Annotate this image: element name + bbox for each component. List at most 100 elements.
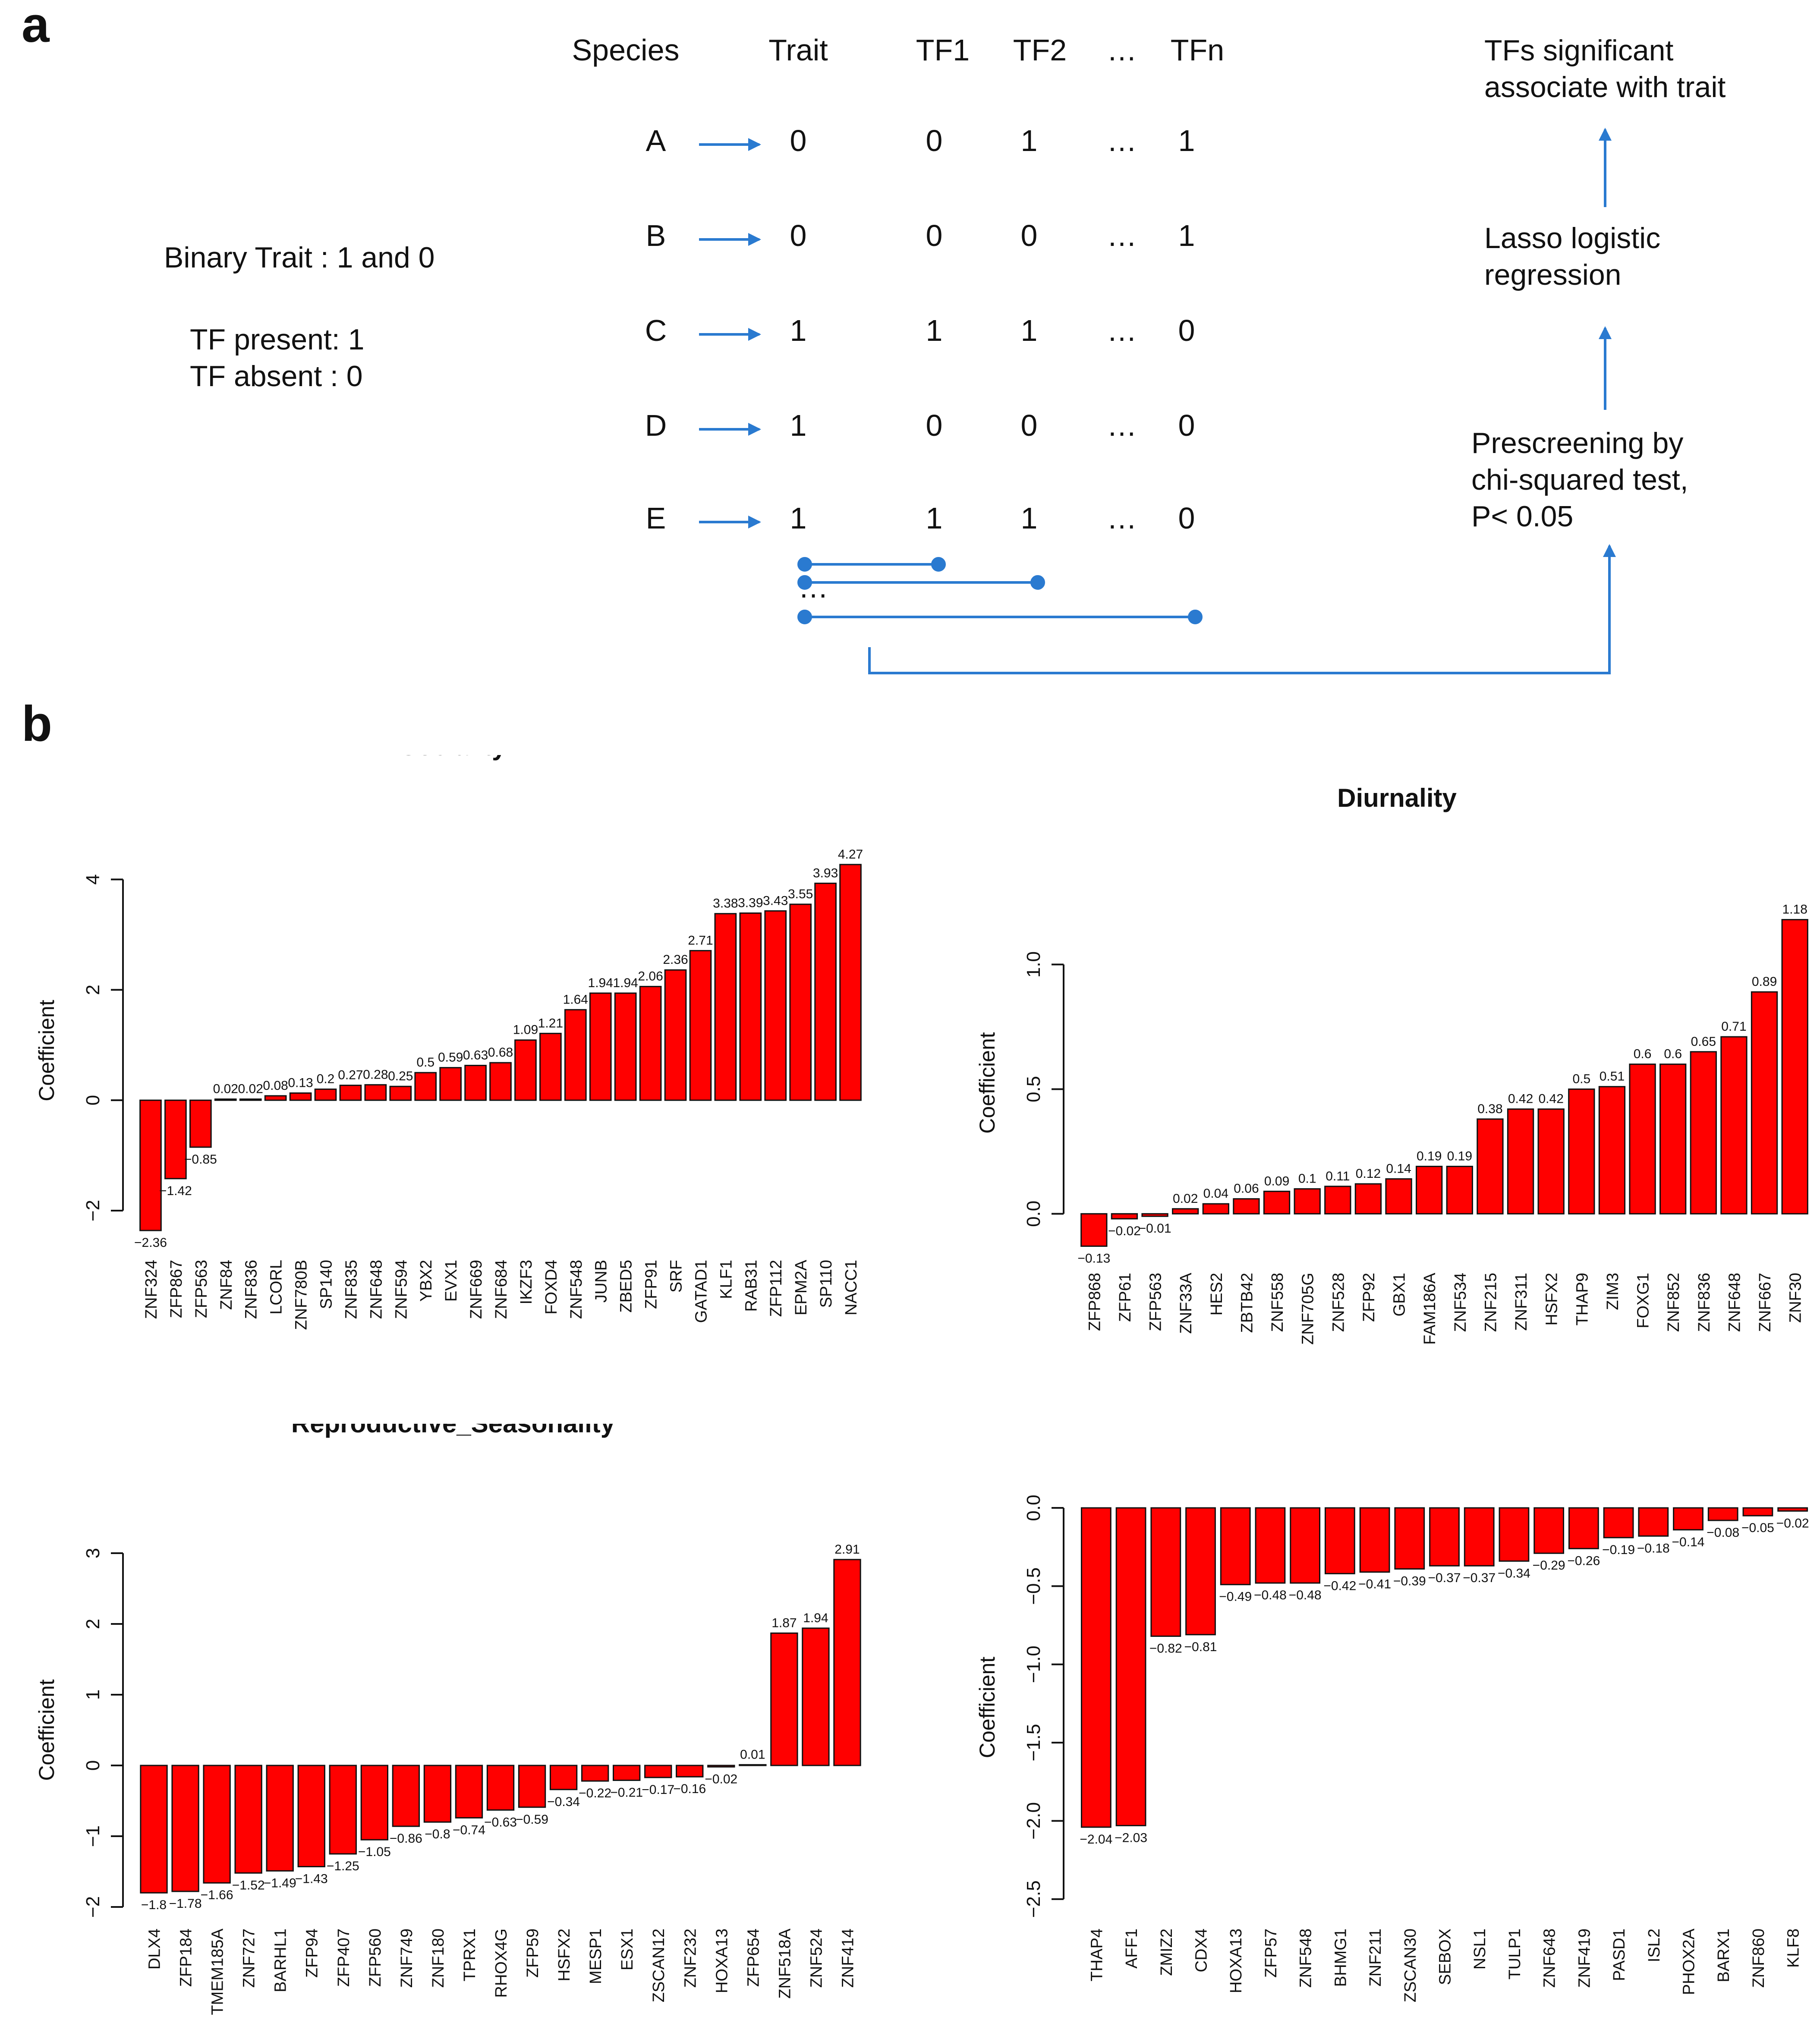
bar xyxy=(414,1072,437,1101)
x-tick-label: ZMIZ2 xyxy=(1158,1929,1176,1976)
bar xyxy=(1080,1213,1108,1247)
x-tick-label: YBX2 xyxy=(417,1260,435,1302)
bar xyxy=(1185,1507,1216,1636)
x-tick-label: ZNF684 xyxy=(492,1260,510,1319)
y-tick-label: 0.0 xyxy=(1023,1495,1044,1521)
bar xyxy=(1324,1507,1355,1574)
y-tick-label: −1 xyxy=(82,1825,104,1847)
x-tick-label: ZNF524 xyxy=(807,1929,825,1988)
data-label: 3.93 xyxy=(813,866,838,880)
data-label: −0.16 xyxy=(673,1782,706,1796)
data-label: −0.74 xyxy=(453,1823,485,1837)
x-tick-label: ZNF558 xyxy=(1269,1273,1287,1332)
connector-ellipsis: … xyxy=(798,570,828,604)
data-label: 0.28 xyxy=(363,1067,388,1082)
bar xyxy=(455,1765,483,1819)
x-tick-label: NSL1 xyxy=(1471,1929,1489,1970)
data-label: −0.39 xyxy=(1393,1574,1426,1588)
bar xyxy=(1777,1507,1808,1512)
data-label: −0.34 xyxy=(1498,1566,1530,1580)
connector-dot xyxy=(931,557,946,572)
x-tick-label: BARX1 xyxy=(1715,1929,1733,1982)
bar xyxy=(1507,1108,1534,1215)
step-line: associate with trait xyxy=(1484,71,1726,104)
data-label: 0.63 xyxy=(463,1048,488,1063)
bar xyxy=(289,1092,312,1101)
x-tick-label: RAB31 xyxy=(742,1260,760,1312)
bar xyxy=(1781,919,1808,1215)
x-tick-label: ZNF518A xyxy=(776,1928,794,1998)
cell-tfn: 1 xyxy=(1178,124,1195,157)
bar xyxy=(789,903,812,1101)
data-label: −0.18 xyxy=(1637,1541,1670,1555)
x-tick-label: ZNF749 xyxy=(398,1929,416,1988)
bar xyxy=(1629,1063,1656,1215)
bar xyxy=(314,1089,337,1101)
data-label: 0.25 xyxy=(388,1069,413,1083)
step-line: Lasso logistic xyxy=(1484,222,1660,255)
data-label: 0.68 xyxy=(488,1045,513,1060)
x-tick-label: EPM2A xyxy=(792,1259,810,1315)
bar xyxy=(1359,1507,1390,1573)
data-label: −0.26 xyxy=(1567,1554,1600,1568)
y-tick-label: −2 xyxy=(82,1200,104,1221)
x-tick-label: THAP9 xyxy=(1573,1273,1591,1325)
data-label: −0.21 xyxy=(610,1785,643,1800)
y-tick-label: 0.5 xyxy=(1023,1076,1044,1102)
bar xyxy=(1233,1198,1260,1215)
data-label: 0.5 xyxy=(416,1055,435,1070)
data-label: 0.13 xyxy=(288,1076,313,1090)
data-label: 0.09 xyxy=(1264,1174,1289,1188)
data-label: 0.19 xyxy=(1417,1149,1442,1164)
data-label: −0.01 xyxy=(1139,1221,1171,1236)
bar xyxy=(1263,1190,1291,1215)
panel-a-schematic: Species Trait TF1 TF2 … TFn A 0 0 1 … 1 … xyxy=(164,33,1726,674)
x-tick-label: ZFP57 xyxy=(1262,1929,1280,1978)
bar xyxy=(339,1085,362,1101)
chart-insectivory: Insectivory0.0−0.5−1.0−1.5−2.0−2.5Coeffi… xyxy=(975,1495,1809,2002)
x-tick-label: ZNF669 xyxy=(467,1260,485,1319)
data-label: −0.41 xyxy=(1358,1577,1391,1592)
data-label: 0.38 xyxy=(1477,1102,1502,1116)
data-label: −2.04 xyxy=(1080,1832,1112,1847)
chart-title: Reproductive_Seasonality xyxy=(291,1424,615,1438)
cell-ellipsis: … xyxy=(1107,501,1137,535)
bar xyxy=(1429,1507,1460,1567)
cell-tf2: 1 xyxy=(1021,314,1038,347)
x-tick-label: ISL2 xyxy=(1645,1929,1663,1962)
x-tick-label: ZNF419 xyxy=(1575,1929,1593,1988)
y-tick-label: 0.0 xyxy=(1023,1201,1044,1227)
bar xyxy=(1603,1507,1634,1539)
data-label: 1.21 xyxy=(538,1016,563,1030)
data-label: 0.51 xyxy=(1600,1070,1625,1084)
x-tick-label: ZNF324 xyxy=(142,1260,161,1319)
legend-tf-present: TF present: 1 xyxy=(190,323,364,356)
data-label: 1.87 xyxy=(771,1616,797,1630)
x-tick-label: GBX1 xyxy=(1391,1273,1409,1316)
bar xyxy=(770,1632,798,1766)
cell-tf2: 0 xyxy=(1021,409,1038,442)
row-a: A 0 0 1 … 1 xyxy=(646,124,1195,157)
x-tick-label: ZNF705G xyxy=(1299,1273,1317,1345)
x-tick-label: JUNB xyxy=(592,1260,611,1303)
bar xyxy=(1638,1507,1669,1537)
bar xyxy=(1533,1507,1565,1554)
cell-trait: 1 xyxy=(790,314,807,347)
data-label: 0.02 xyxy=(1173,1192,1198,1206)
cell-tf2: 0 xyxy=(1021,219,1038,252)
x-tick-label: HSFX2 xyxy=(555,1929,573,1981)
bar xyxy=(1172,1208,1199,1215)
species-label: C xyxy=(645,314,667,347)
data-label: −1.49 xyxy=(264,1876,296,1890)
x-tick-label: AFF1 xyxy=(1123,1929,1141,1969)
bar xyxy=(644,1765,672,1778)
bar xyxy=(1354,1183,1382,1215)
x-tick-label: ZFP112 xyxy=(767,1260,785,1317)
species-label: B xyxy=(646,219,666,252)
x-tick-label: FOXG1 xyxy=(1634,1273,1653,1328)
cell-trait: 1 xyxy=(790,501,807,535)
data-label: 4.27 xyxy=(838,847,863,862)
x-tick-label: ZSCAN30 xyxy=(1401,1929,1420,2002)
data-label: −0.63 xyxy=(484,1815,517,1829)
header-trait: Trait xyxy=(768,33,828,67)
